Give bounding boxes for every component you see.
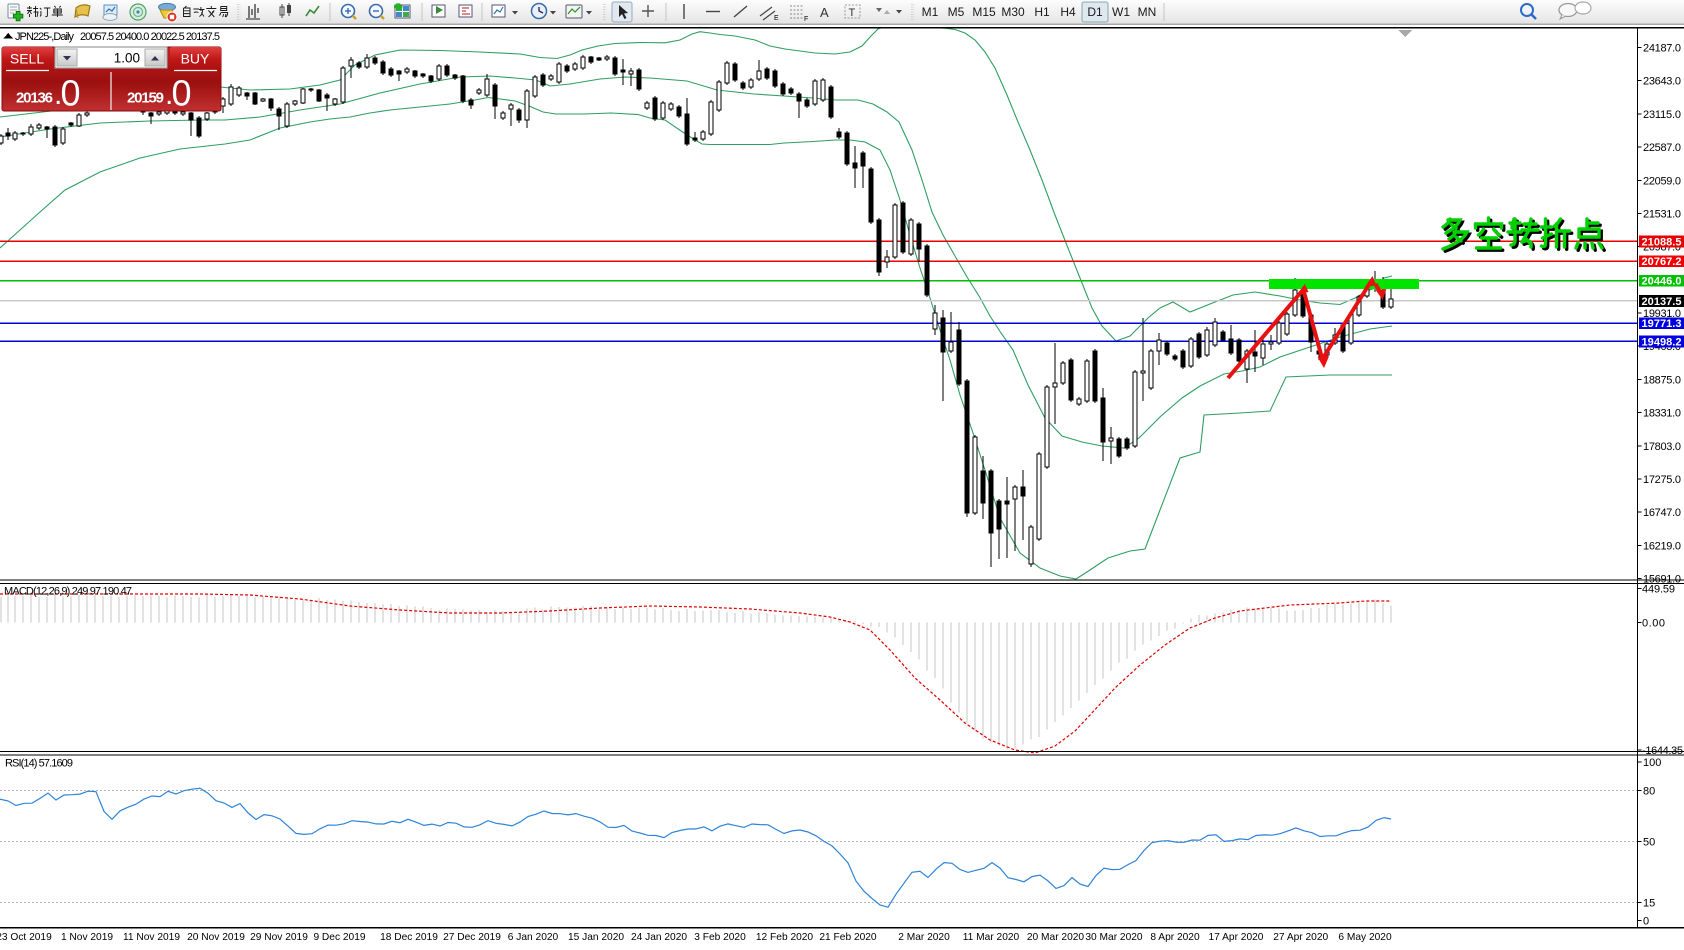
svg-text:15 Jan 2020: 15 Jan 2020 — [568, 932, 624, 943]
svg-text:A: A — [820, 5, 829, 20]
svg-text:24187.0: 24187.0 — [1643, 43, 1681, 55]
svg-text:15: 15 — [1643, 898, 1655, 910]
svg-text:.: . — [165, 78, 173, 111]
svg-text:8 Apr 2020: 8 Apr 2020 — [1150, 932, 1200, 943]
svg-text:0: 0 — [61, 73, 81, 114]
svg-text:15691.0: 15691.0 — [1643, 574, 1681, 586]
svg-text:20767.2: 20767.2 — [1642, 256, 1682, 268]
svg-text:18 Dec 2019: 18 Dec 2019 — [380, 932, 438, 943]
svg-text:M30: M30 — [1001, 5, 1025, 19]
svg-text:0.00: 0.00 — [1642, 618, 1665, 630]
svg-text:W1: W1 — [1112, 5, 1130, 19]
svg-text:11 Nov 2019: 11 Nov 2019 — [123, 932, 180, 943]
svg-text:21 Feb 2020: 21 Feb 2020 — [819, 932, 877, 943]
svg-text:18875.0: 18875.0 — [1643, 374, 1681, 386]
svg-text:80: 80 — [1643, 786, 1655, 798]
svg-text:MN: MN — [1138, 5, 1157, 19]
svg-text:16219.0: 16219.0 — [1643, 540, 1681, 552]
svg-text:17275.0: 17275.0 — [1643, 474, 1681, 486]
svg-text:19498.2: 19498.2 — [1642, 336, 1682, 348]
svg-text:20137.5: 20137.5 — [1642, 296, 1682, 308]
svg-text:0: 0 — [1643, 916, 1649, 928]
svg-text:29 Nov 2019: 29 Nov 2019 — [250, 932, 308, 943]
svg-text:20159: 20159 — [127, 90, 164, 107]
svg-text:23 Oct 2019: 23 Oct 2019 — [0, 932, 52, 943]
svg-text:18331.0: 18331.0 — [1643, 408, 1681, 420]
svg-text:17803.0: 17803.0 — [1643, 441, 1681, 453]
svg-text:100: 100 — [1643, 757, 1661, 769]
svg-text:449.59: 449.59 — [1642, 584, 1675, 596]
svg-text:1 Nov 2019: 1 Nov 2019 — [61, 932, 113, 943]
svg-text:20 Nov 2019: 20 Nov 2019 — [187, 932, 245, 943]
svg-text:21531.0: 21531.0 — [1643, 208, 1681, 220]
svg-text:30 Mar 2020: 30 Mar 2020 — [1085, 932, 1143, 943]
svg-text:20 Mar 2020: 20 Mar 2020 — [1027, 932, 1085, 943]
svg-text:20057.5 20400.0 20022.5 20137.: 20057.5 20400.0 20022.5 20137.5 — [80, 31, 220, 43]
svg-text:T: T — [849, 7, 856, 19]
svg-text:RSI(14) 57.1609: RSI(14) 57.1609 — [5, 758, 73, 770]
svg-text:23115.0: 23115.0 — [1643, 109, 1681, 121]
svg-text:JPN225-,Daily: JPN225-,Daily — [15, 31, 75, 43]
svg-text:11 Mar 2020: 11 Mar 2020 — [963, 932, 1020, 943]
svg-text:0: 0 — [172, 73, 192, 114]
svg-text:BUY: BUY — [181, 51, 210, 67]
svg-text:F: F — [804, 16, 808, 23]
svg-text:21088.5: 21088.5 — [1642, 236, 1682, 248]
svg-text:M5: M5 — [948, 5, 965, 19]
svg-text:24 Jan 2020: 24 Jan 2020 — [631, 932, 687, 943]
svg-text:22587.0: 22587.0 — [1643, 142, 1681, 154]
svg-text:16747.0: 16747.0 — [1643, 507, 1681, 519]
svg-text:H4: H4 — [1060, 5, 1076, 19]
svg-text:SELL: SELL — [10, 51, 44, 67]
svg-text:3 Feb 2020: 3 Feb 2020 — [694, 932, 746, 943]
svg-text:23643.0: 23643.0 — [1643, 76, 1681, 88]
svg-text:20446.0: 20446.0 — [1642, 276, 1682, 288]
svg-text:22059.0: 22059.0 — [1643, 175, 1681, 187]
svg-text:H1: H1 — [1034, 5, 1050, 19]
svg-text:M1: M1 — [922, 5, 939, 19]
svg-text:2 Mar 2020: 2 Mar 2020 — [898, 932, 950, 943]
svg-text:17 Apr 2020: 17 Apr 2020 — [1209, 932, 1264, 943]
svg-text:6 Jan 2020: 6 Jan 2020 — [508, 932, 559, 943]
svg-text:9 Dec 2019: 9 Dec 2019 — [313, 932, 365, 943]
svg-text:27 Dec 2019: 27 Dec 2019 — [443, 932, 501, 943]
svg-text:19771.3: 19771.3 — [1642, 318, 1682, 330]
svg-text:M15: M15 — [972, 5, 996, 19]
svg-text:.: . — [54, 78, 62, 111]
svg-text:-1644.35: -1644.35 — [1642, 745, 1683, 757]
svg-text:6 May 2020: 6 May 2020 — [1338, 932, 1392, 943]
svg-text:E: E — [774, 15, 779, 22]
svg-text:50: 50 — [1643, 836, 1655, 848]
svg-text:1.00: 1.00 — [114, 51, 140, 66]
svg-text:12 Feb 2020: 12 Feb 2020 — [756, 932, 814, 943]
svg-text:D1: D1 — [1087, 5, 1103, 19]
svg-text:19931.0: 19931.0 — [1643, 308, 1681, 320]
svg-text:20136: 20136 — [16, 90, 53, 107]
svg-text:MACD(12,26,9) 249.97 190.47: MACD(12,26,9) 249.97 190.47 — [4, 586, 132, 598]
svg-text:27 Apr 2020: 27 Apr 2020 — [1273, 932, 1328, 943]
